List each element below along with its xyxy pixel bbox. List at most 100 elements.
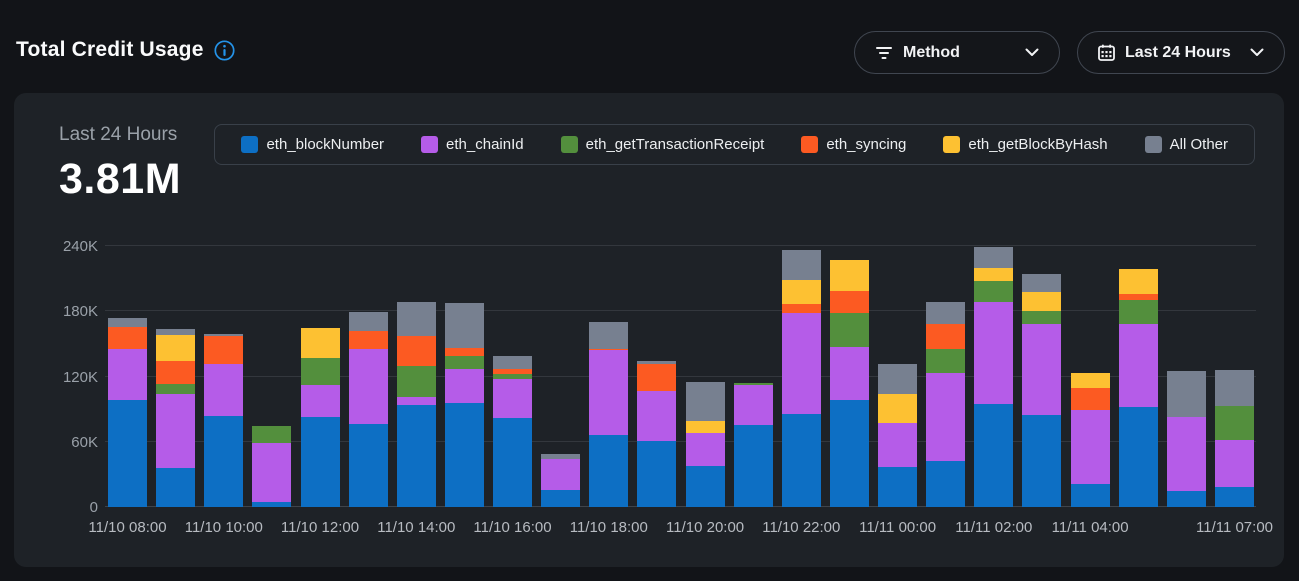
bar-segment-eth_getTransactionReceipt	[156, 384, 196, 394]
legend-label: eth_blockNumber	[266, 136, 385, 153]
bar-segment-eth_blockNumber	[589, 435, 629, 507]
bar-11/10 15:00[interactable]	[444, 302, 484, 507]
bar-11/10 23:00[interactable]	[829, 260, 869, 507]
bar-segment-eth_getTransactionReceipt	[252, 425, 292, 443]
bar-segment-eth_chainId	[156, 393, 196, 468]
bar-segment-All Other	[878, 363, 917, 394]
x-tick-label: 11/10 18:00	[569, 519, 648, 536]
y-tick-label: 120K	[62, 368, 98, 386]
bar-segment-eth_syncing	[637, 363, 677, 391]
bar-segment-eth_chainId	[829, 347, 869, 401]
bar-11/11 05:00[interactable]	[1118, 268, 1158, 507]
bar-segment-eth_blockNumber	[781, 413, 821, 507]
calendar-icon	[1098, 44, 1115, 61]
bar-segment-eth_blockNumber	[926, 461, 966, 507]
bar-segment-eth_chainId	[1166, 416, 1206, 491]
bar-segment-eth_chainId	[541, 459, 581, 490]
bar-segment-eth_getTransactionReceipt	[300, 358, 340, 386]
method-filter-label: Method	[903, 43, 960, 61]
x-tick-label: 11/11 07:00	[1195, 519, 1274, 536]
bar-11/11 04:00[interactable]	[1070, 373, 1110, 507]
bar-11/11 06:00[interactable]	[1166, 371, 1206, 507]
bar-segment-eth_syncing	[444, 348, 484, 356]
bar-segment-All Other	[1022, 274, 1062, 292]
gridline-60K	[105, 440, 1256, 442]
bar-segment-eth_getBlockByHash	[1022, 291, 1062, 312]
bar-segment-eth_blockNumber	[829, 400, 869, 507]
bar-11/11 07:00[interactable]	[1214, 370, 1254, 507]
bar-11/10 14:00[interactable]	[396, 301, 436, 507]
bars-layer	[108, 246, 1254, 507]
page-title: Total Credit Usage	[16, 38, 204, 61]
bar-11/11 02:00[interactable]	[974, 247, 1014, 507]
bar-segment-eth_getTransactionReceipt	[1022, 311, 1062, 325]
gridline-240K	[105, 245, 1256, 246]
bar-segment-eth_blockNumber	[974, 403, 1014, 507]
bar-11/11 01:00[interactable]	[926, 301, 966, 507]
bar-segment-All Other	[926, 301, 966, 325]
x-axis: 11/10 08:00 11/10 10:00 11/10 12:00 11/10 1…	[88, 519, 1273, 541]
bar-11/11 00:00[interactable]	[878, 363, 917, 507]
method-filter-dropdown[interactable]: Method	[854, 31, 1060, 74]
legend-item-eth_syncing[interactable]: eth_syncing	[801, 136, 906, 153]
legend-swatch	[241, 136, 259, 153]
x-tick-label: 11/10 16:00	[473, 519, 552, 536]
plot-area	[105, 245, 1256, 507]
legend-label: eth_syncing	[826, 136, 907, 153]
time-range-dropdown[interactable]: Last 24 Hours	[1077, 31, 1285, 74]
bar-segment-eth_blockNumber	[156, 467, 196, 507]
bar-segment-eth_getBlockByHash	[781, 279, 821, 304]
legend-item-All Other[interactable]: All Other	[1144, 136, 1228, 153]
bar-11/10 22:00[interactable]	[781, 250, 821, 507]
filter-bar: Method	[854, 31, 1285, 74]
bar-11/10 12:00[interactable]	[300, 327, 340, 507]
bar-segment-eth_blockNumber	[1070, 484, 1110, 507]
filter-icon	[875, 46, 893, 60]
bar-segment-eth_getBlockByHash	[156, 335, 196, 362]
legend-item-eth_chainId[interactable]: eth_chainId	[421, 136, 524, 153]
bar-segment-All Other	[444, 302, 484, 349]
y-axis: 0 60K 120K 180K 240K	[14, 238, 98, 516]
bar-11/10 20:00[interactable]	[685, 382, 725, 507]
bar-11/11 03:00[interactable]	[1022, 274, 1062, 507]
bar-segment-All Other	[348, 312, 388, 331]
bar-segment-All Other	[1214, 370, 1254, 406]
bar-segment-eth_chainId	[1070, 410, 1110, 485]
legend-label: All Other	[1169, 136, 1228, 153]
info-icon[interactable]	[214, 39, 235, 61]
bar-11/10 11:00[interactable]	[252, 425, 292, 507]
bar-11/10 19:00[interactable]	[637, 361, 677, 507]
bar-11/10 21:00[interactable]	[733, 383, 773, 507]
bar-segment-eth_blockNumber	[108, 400, 147, 507]
legend-item-eth_blockNumber[interactable]: eth_blockNumber	[241, 136, 384, 153]
bar-segment-eth_syncing	[396, 336, 436, 366]
bar-11/10 10:00[interactable]	[204, 334, 244, 507]
bar-segment-eth_syncing	[348, 330, 388, 350]
bar-segment-eth_getTransactionReceipt	[1214, 405, 1254, 440]
bar-11/10 18:00[interactable]	[589, 322, 629, 507]
bar-segment-eth_blockNumber	[637, 440, 677, 507]
bar-segment-eth_blockNumber	[685, 465, 725, 507]
bar-11/10 16:00[interactable]	[493, 355, 532, 507]
legend-label: eth_getBlockByHash	[968, 136, 1108, 153]
bar-segment-eth_syncing	[108, 326, 147, 350]
bar-segment-eth_getBlockByHash	[878, 393, 917, 424]
bar-segment-eth_blockNumber	[396, 404, 436, 507]
y-tick-label: 180K	[62, 303, 98, 321]
legend-item-eth_getBlockByHash[interactable]: eth_getBlockByHash	[943, 136, 1108, 153]
bar-segment-All Other	[589, 322, 629, 350]
bar-segment-eth_getTransactionReceipt	[396, 365, 436, 398]
bar-11/10 08:00[interactable]	[108, 317, 147, 507]
gridline-120K	[105, 375, 1256, 377]
legend-item-eth_getTransactionReceipt[interactable]: eth_getTransactionReceipt	[560, 136, 764, 153]
x-tick-label: 11/10 14:00	[377, 519, 456, 536]
bar-segment-eth_getTransactionReceipt	[829, 313, 869, 348]
bar-segment-eth_getBlockByHash	[974, 267, 1014, 281]
bar-11/10 17:00[interactable]	[541, 453, 581, 507]
chevron-down-icon	[1025, 48, 1039, 57]
bar-11/10 09:00[interactable]	[156, 328, 196, 507]
bar-segment-eth_getBlockByHash	[1070, 373, 1110, 389]
bar-segment-All Other	[637, 361, 677, 364]
bar-11/10 13:00[interactable]	[348, 312, 388, 507]
